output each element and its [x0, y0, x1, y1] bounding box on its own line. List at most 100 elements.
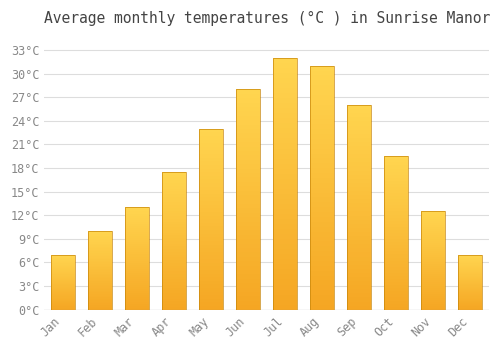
Bar: [51, 260, 75, 261]
Bar: [236, 186, 260, 191]
Bar: [199, 208, 223, 212]
Bar: [199, 161, 223, 165]
Bar: [273, 174, 297, 179]
Bar: [236, 142, 260, 147]
Bar: [236, 103, 260, 107]
Bar: [199, 295, 223, 299]
Bar: [310, 280, 334, 285]
Bar: [347, 216, 372, 220]
Bar: [51, 267, 75, 268]
Bar: [310, 290, 334, 295]
Bar: [162, 210, 186, 213]
Bar: [347, 105, 372, 109]
Bar: [125, 281, 149, 283]
Bar: [347, 228, 372, 232]
Bar: [199, 237, 223, 241]
Bar: [422, 253, 446, 254]
Bar: [88, 283, 112, 285]
Bar: [199, 306, 223, 310]
Bar: [236, 279, 260, 283]
Bar: [422, 308, 446, 310]
Bar: [236, 222, 260, 226]
Bar: [310, 241, 334, 246]
Bar: [458, 284, 482, 286]
Bar: [236, 177, 260, 182]
Bar: [422, 288, 446, 290]
Bar: [347, 191, 372, 195]
Bar: [273, 244, 297, 249]
Bar: [51, 266, 75, 267]
Bar: [273, 93, 297, 98]
Bar: [384, 273, 408, 276]
Bar: [384, 236, 408, 239]
Bar: [422, 286, 446, 288]
Bar: [88, 299, 112, 300]
Bar: [458, 262, 482, 264]
Bar: [458, 282, 482, 283]
Bar: [162, 188, 186, 191]
Bar: [347, 207, 372, 211]
Bar: [310, 256, 334, 261]
Bar: [236, 98, 260, 103]
Bar: [458, 272, 482, 273]
Bar: [236, 94, 260, 98]
Bar: [125, 211, 149, 214]
Bar: [310, 154, 334, 159]
Bar: [88, 231, 112, 233]
Bar: [458, 278, 482, 279]
Bar: [236, 226, 260, 230]
Bar: [125, 230, 149, 232]
Bar: [199, 132, 223, 136]
Bar: [162, 177, 186, 180]
Bar: [162, 186, 186, 189]
Bar: [310, 222, 334, 227]
Bar: [273, 224, 297, 229]
Bar: [88, 294, 112, 295]
Bar: [384, 190, 408, 193]
Bar: [125, 271, 149, 273]
Bar: [88, 291, 112, 292]
Bar: [384, 187, 408, 190]
Bar: [199, 288, 223, 292]
Bar: [199, 147, 223, 150]
Bar: [273, 204, 297, 209]
Bar: [347, 285, 372, 289]
Bar: [125, 232, 149, 234]
Bar: [125, 293, 149, 295]
Bar: [384, 294, 408, 297]
Bar: [347, 109, 372, 113]
Bar: [88, 258, 112, 259]
Bar: [458, 302, 482, 303]
Bar: [347, 142, 372, 146]
Bar: [51, 271, 75, 272]
Bar: [458, 279, 482, 280]
Bar: [236, 195, 260, 199]
Bar: [199, 128, 223, 132]
Bar: [384, 211, 408, 215]
Bar: [347, 289, 372, 293]
Bar: [310, 285, 334, 290]
Bar: [51, 306, 75, 308]
Bar: [236, 169, 260, 173]
Bar: [384, 285, 408, 288]
Bar: [162, 244, 186, 246]
Bar: [199, 262, 223, 266]
Bar: [458, 296, 482, 298]
Bar: [273, 249, 297, 254]
Bar: [384, 270, 408, 273]
Bar: [273, 68, 297, 73]
Bar: [125, 275, 149, 277]
Bar: [422, 292, 446, 294]
Bar: [236, 173, 260, 177]
Bar: [347, 257, 372, 261]
Bar: [347, 301, 372, 306]
Bar: [88, 289, 112, 291]
Bar: [125, 234, 149, 236]
Bar: [458, 280, 482, 281]
Bar: [422, 278, 446, 280]
Bar: [384, 254, 408, 258]
Bar: [88, 307, 112, 308]
Bar: [347, 125, 372, 130]
Bar: [51, 293, 75, 294]
Bar: [125, 257, 149, 259]
